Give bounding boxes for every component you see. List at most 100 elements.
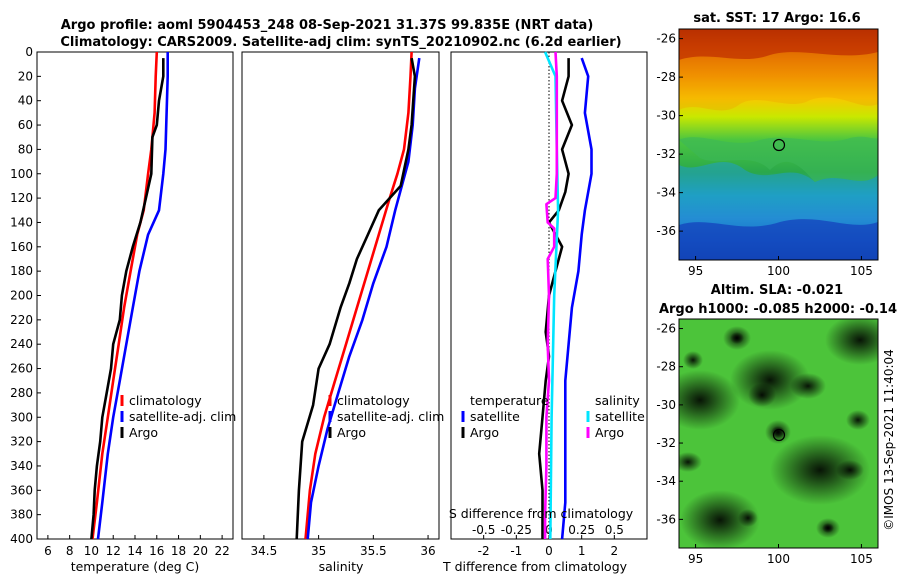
sst-axes: 95 100 105 -26 -28 -30 -32 -34 -36: [656, 32, 872, 278]
sla_map-lat-tick-label: -28: [656, 360, 676, 374]
depth-tick-label: 100: [10, 167, 33, 181]
legend-salinity-title: salinity: [595, 393, 640, 408]
salinity-diff-tick-label: -0.25: [501, 523, 532, 537]
temperature-x-tick-label: 14: [127, 544, 142, 558]
sla-map-panel: Altim. SLA: -0.021 Argo h1000: -0.085 h2…: [656, 283, 897, 566]
sla_map-lat-tick-label: -30: [656, 398, 676, 412]
salinity-diff-tick-label: 0.25: [568, 523, 595, 537]
salinity-series: [295, 51, 421, 540]
depth-tick-label: 200: [10, 289, 33, 303]
depth-tick-label: 180: [10, 264, 33, 278]
depth-tick-label: 0: [25, 45, 33, 59]
salinity-x-tick-label: 36: [420, 544, 435, 558]
sla_map-lat-tick-label: -34: [656, 474, 676, 488]
depth-tick-label: 240: [10, 337, 33, 351]
temperature-x-tick-label: 20: [193, 544, 208, 558]
salinity-legend: climatology satellite-adj. clim Argo: [328, 393, 444, 440]
salinity-x-tick-label: 34.5: [251, 544, 278, 558]
sst-map-title: sat. SST: 17 Argo: 16.6: [693, 11, 860, 26]
difference-x-tick-label: 1: [578, 544, 586, 558]
depth-tick-label: 80: [18, 142, 33, 156]
legend-temperature-satellite: satellite: [470, 409, 520, 424]
sla_map-lat-tick-label: -32: [656, 436, 676, 450]
depth-tick-label: 20: [18, 69, 33, 83]
depth-tick-label: 380: [10, 508, 33, 522]
sst_map-lat-tick-label: -26: [656, 32, 676, 46]
difference-series-temperature-argo: [537, 58, 574, 539]
depth-tick-label: 160: [10, 240, 33, 254]
depth-tick-label: 340: [10, 459, 33, 473]
difference-series-temperature-satellite: [560, 57, 593, 540]
salinity-diff-tick-label: -0.5: [472, 523, 495, 537]
sst_map-lon-tick-label: 100: [767, 264, 790, 278]
sst_map-lat-tick-label: -30: [656, 109, 676, 123]
depth-tick-label: 300: [10, 410, 33, 424]
temperature-series-climatology: [91, 51, 159, 540]
sla_map-lat-tick-label: -36: [656, 512, 676, 526]
temperature-x-tick-label: 22: [214, 544, 229, 558]
salinity-diff-tick-label: 0: [545, 523, 553, 537]
temperature-x-tick-label: 16: [149, 544, 164, 558]
sst-argo-location-marker: [772, 138, 786, 152]
salinity-x-label: salinity: [319, 559, 364, 574]
temperature-series: [90, 51, 169, 540]
salinity-series-climatology: [304, 51, 413, 540]
depth-tick-label: 260: [10, 362, 33, 376]
sla-argo-location-marker: [772, 428, 786, 442]
sst-heatmap: [679, 29, 878, 260]
temperature-legend-satellite: satellite-adj. clim: [129, 409, 236, 424]
sla_map-lon-tick-label: 105: [850, 552, 873, 566]
salinity-series-satellite-adj-clim: [306, 57, 421, 540]
depth-tick-label: 220: [10, 313, 33, 327]
salinity-x-axis: 34.5 35 35.5 36: [251, 535, 436, 558]
temperature-x-tick-label: 8: [66, 544, 74, 558]
difference-top-label: S difference from climatology: [449, 506, 634, 521]
salinity-x-tick-label: 35.5: [360, 544, 387, 558]
legend-salinity-argo: Argo: [595, 425, 624, 440]
sla_map-lat-tick-label: -26: [656, 322, 676, 336]
sla-heatmap: [679, 319, 878, 548]
difference-x-axis: -2 -1 0 1 2 -0.5 -0.25 0 0.25 0.5: [472, 523, 624, 558]
sst_map-lon-tick-label: 95: [688, 264, 703, 278]
depth-tick-label: 120: [10, 191, 33, 205]
temperature-legend-climatology: climatology: [129, 393, 202, 408]
sst_map-lat-tick-label: -36: [656, 224, 676, 238]
temperature-x-tick-label: 10: [84, 544, 99, 558]
sla_map-lon-tick-label: 95: [688, 552, 703, 566]
sst-map-panel: sat. SST: 17 Argo: 16.6 95 100 105 -26 -28 -3…: [656, 11, 879, 278]
depth-tick-label: 60: [18, 118, 33, 132]
salinity-diff-tick-label: 0.5: [605, 523, 624, 537]
temperature-x-tick-label: 12: [106, 544, 121, 558]
difference-x-tick-label: -2: [478, 544, 490, 558]
salinity-series-argo: [295, 57, 417, 540]
legend-salinity-satellite: satellite: [595, 409, 645, 424]
sst_map-lon-tick-label: 105: [850, 264, 873, 278]
difference-series-salinity-argo: [543, 51, 559, 539]
temperature-x-tick-label: 18: [171, 544, 186, 558]
difference-legend: temperature satellite Argo salinity sate…: [461, 393, 645, 440]
salinity-panel: 34.5 35 35.5 36 salinity climatology satell…: [241, 51, 444, 574]
difference-x-tick-label: 2: [611, 544, 619, 558]
temperature-panel: 0 20 40 60 80 100 120 140 160 180 200 220 240 260 280 3…: [10, 45, 236, 574]
depth-axis: 0 20 40 60 80 100 120 140 160 180 200 220 240 260 280 3…: [10, 45, 41, 546]
sst_map-lat-tick-label: -28: [656, 70, 676, 84]
temperature-series-satellite-adj-clim: [96, 52, 169, 540]
depth-tick-label: 140: [10, 215, 33, 229]
depth-tick-label: 400: [10, 532, 33, 546]
legend-temperature-argo: Argo: [470, 425, 499, 440]
sst_map-lat-tick-label: -32: [656, 147, 676, 161]
credit-timestamp: ©IMOS 13-Sep-2021 11:40:04: [882, 349, 896, 531]
temperature-legend-argo: Argo: [129, 425, 158, 440]
depth-tick-label: 320: [10, 435, 33, 449]
sla-map-subtitle: Argo h1000: -0.085 h2000: -0.14: [659, 302, 897, 317]
depth-tick-label: 40: [18, 94, 33, 108]
salinity-legend-satellite: satellite-adj. clim: [337, 409, 444, 424]
temperature-legend: climatology satellite-adj. clim Argo: [120, 393, 236, 440]
depth-tick-label: 280: [10, 386, 33, 400]
difference-panel: -2 -1 0 1 2 -0.5 -0.25 0 0.25 0.5 T difference fr…: [442, 51, 648, 574]
salinity-axes-box: [241, 51, 440, 540]
depth-tick-label: 360: [10, 483, 33, 497]
temperature-series-argo: [90, 58, 165, 540]
legend-temperature-title: temperature: [470, 393, 549, 408]
